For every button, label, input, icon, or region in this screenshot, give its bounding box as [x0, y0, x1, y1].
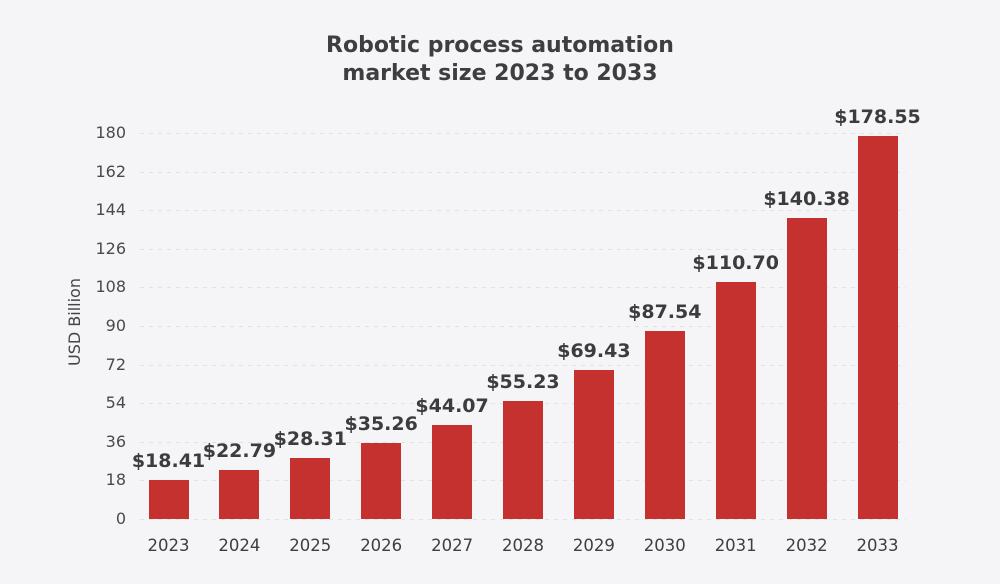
y-axis-tick-label: 54: [105, 393, 126, 413]
bar-value-label: $28.31: [273, 428, 347, 451]
x-axis-tick-label: 2023: [147, 536, 190, 555]
gridline: [140, 287, 906, 289]
chart-title-line2: market size 2023 to 2033: [342, 61, 658, 86]
y-axis-tick-label: 18: [105, 470, 126, 490]
bar-2031: [715, 281, 756, 519]
y-axis-tick-label: 72: [105, 354, 126, 374]
bar-2029: [573, 370, 614, 519]
x-axis-tick-label: 2031: [714, 536, 757, 555]
x-axis-tick-label: 2025: [289, 536, 332, 555]
gridline: [140, 171, 906, 173]
y-axis-tick-label: 108: [95, 277, 126, 297]
bar-2032: [786, 218, 827, 519]
y-axis-tick-label: 90: [105, 316, 126, 335]
bar-2023: [148, 479, 189, 519]
y-axis-tick-label: 144: [95, 200, 126, 220]
bar-value-label: $18.41: [131, 449, 206, 472]
x-axis-tick-label: 2026: [360, 536, 403, 555]
x-axis-tick-label: 2027: [431, 536, 474, 555]
bar-value-label: $110.70: [692, 251, 779, 274]
chart-title-line1: Robotic process automation: [326, 33, 674, 58]
bar-2033: [857, 136, 898, 519]
bar-value-label: $140.38: [763, 188, 850, 210]
x-axis-tick-label: 2028: [502, 536, 544, 555]
bar-value-label: $22.79: [202, 440, 277, 463]
x-axis-tick-label: 2033: [856, 536, 899, 555]
gridline: [140, 248, 906, 250]
y-axis-tick-label: 162: [95, 161, 126, 181]
x-axis-tick-label: 2024: [218, 536, 261, 555]
bar-value-label: $44.07: [415, 394, 489, 417]
bar-2026: [361, 443, 402, 519]
bar-2025: [290, 458, 331, 519]
x-axis-tick-label: 2029: [572, 536, 615, 555]
bar-value-label: $55.23: [486, 370, 560, 393]
bar-2028: [503, 400, 543, 519]
bar-value-label: $69.43: [557, 340, 631, 363]
bar-value-label: $35.26: [344, 413, 418, 436]
gridline: [140, 326, 906, 327]
x-axis-tick-label: 2032: [785, 536, 828, 555]
bar-value-label: $178.55: [834, 106, 921, 129]
chart-title: Robotic process automation market size 2…: [0, 32, 1000, 88]
bar-2024: [219, 470, 260, 519]
y-axis-tick-label: 180: [95, 123, 126, 142]
gridline: [140, 364, 906, 366]
gridline: [140, 519, 906, 520]
bar-value-label: $87.54: [628, 301, 702, 324]
y-axis-tick-label: 36: [105, 431, 126, 451]
y-axis-tick-label: 126: [95, 238, 126, 258]
bar-2027: [432, 424, 473, 519]
gridline: [140, 133, 906, 134]
bar-2030: [644, 331, 685, 519]
y-axis-tick-label: 0: [115, 509, 126, 528]
gridline: [140, 210, 906, 212]
x-axis-tick-label: 2030: [643, 536, 686, 555]
